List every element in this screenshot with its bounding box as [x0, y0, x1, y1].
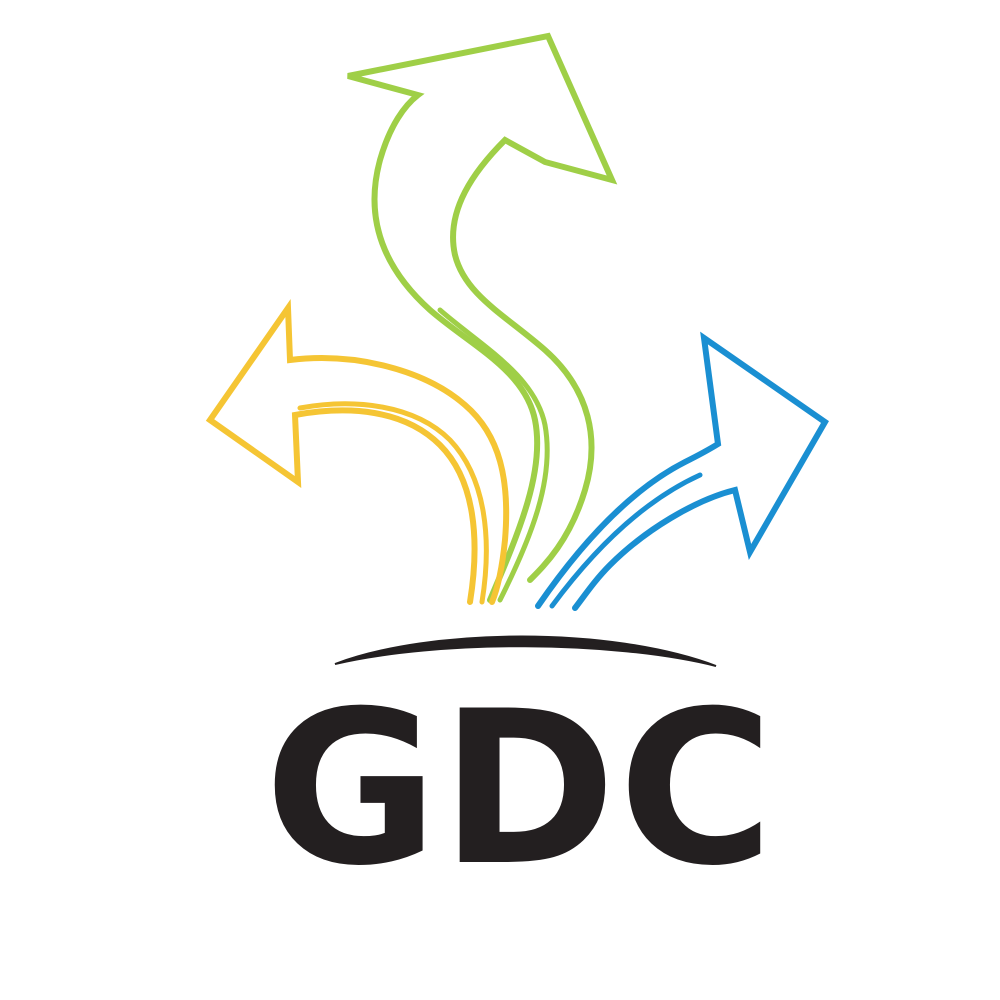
- wordmark-gdc: GDC: [264, 665, 776, 912]
- green-up-arrow-icon: [347, 32, 618, 603]
- yellow-left-arrow-icon: [205, 298, 510, 605]
- blue-right-arrow-icon: [535, 331, 829, 611]
- horizon-arc: [334, 635, 717, 667]
